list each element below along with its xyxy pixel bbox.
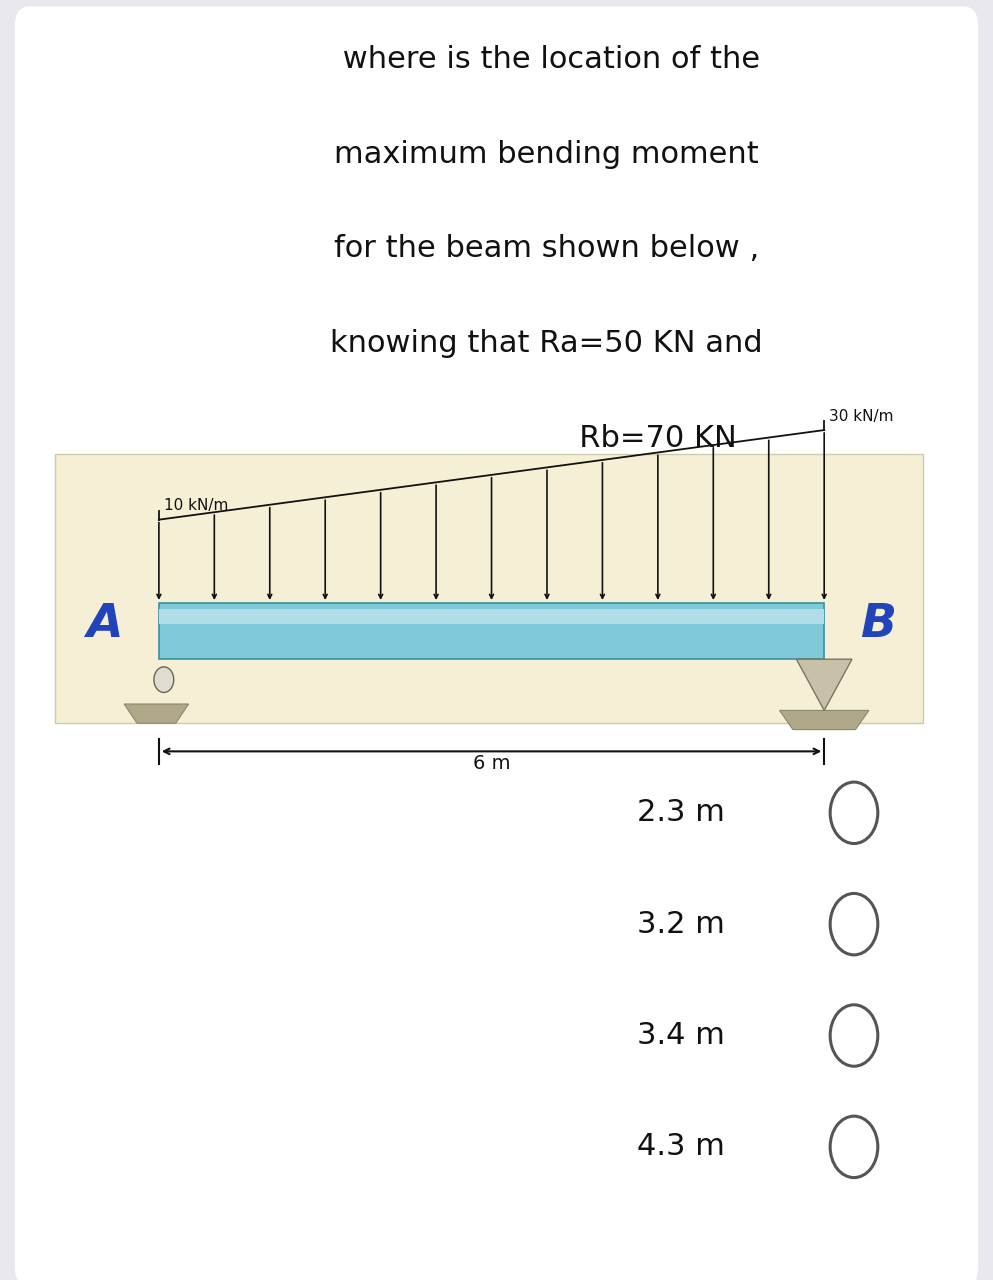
Text: Rb=70 KN: Rb=70 KN	[355, 424, 737, 453]
Circle shape	[830, 782, 878, 844]
Text: 10 kN/m: 10 kN/m	[164, 498, 228, 513]
Polygon shape	[780, 710, 869, 730]
Circle shape	[830, 1005, 878, 1066]
Text: 6 m: 6 m	[473, 754, 510, 773]
Bar	[159, 603, 824, 659]
Text: knowing that Ra=50 KN and: knowing that Ra=50 KN and	[330, 329, 763, 358]
Text: B: B	[861, 602, 897, 648]
Circle shape	[830, 1116, 878, 1178]
FancyBboxPatch shape	[15, 6, 978, 1280]
Text: 30 kN/m: 30 kN/m	[829, 408, 894, 424]
Text: where is the location of the: where is the location of the	[333, 45, 760, 74]
Circle shape	[830, 893, 878, 955]
Text: for the beam shown below ,: for the beam shown below ,	[334, 234, 759, 264]
Circle shape	[154, 667, 174, 692]
Polygon shape	[796, 659, 852, 710]
Polygon shape	[124, 704, 189, 723]
Bar	[159, 608, 824, 623]
Text: 3.4 m: 3.4 m	[638, 1021, 725, 1050]
Text: 4.3 m: 4.3 m	[638, 1133, 725, 1161]
FancyBboxPatch shape	[55, 454, 923, 723]
Text: 3.2 m: 3.2 m	[638, 910, 725, 938]
Text: 2.3 m: 2.3 m	[638, 799, 725, 827]
Text: maximum bending moment: maximum bending moment	[334, 140, 759, 169]
Text: A: A	[86, 602, 122, 648]
